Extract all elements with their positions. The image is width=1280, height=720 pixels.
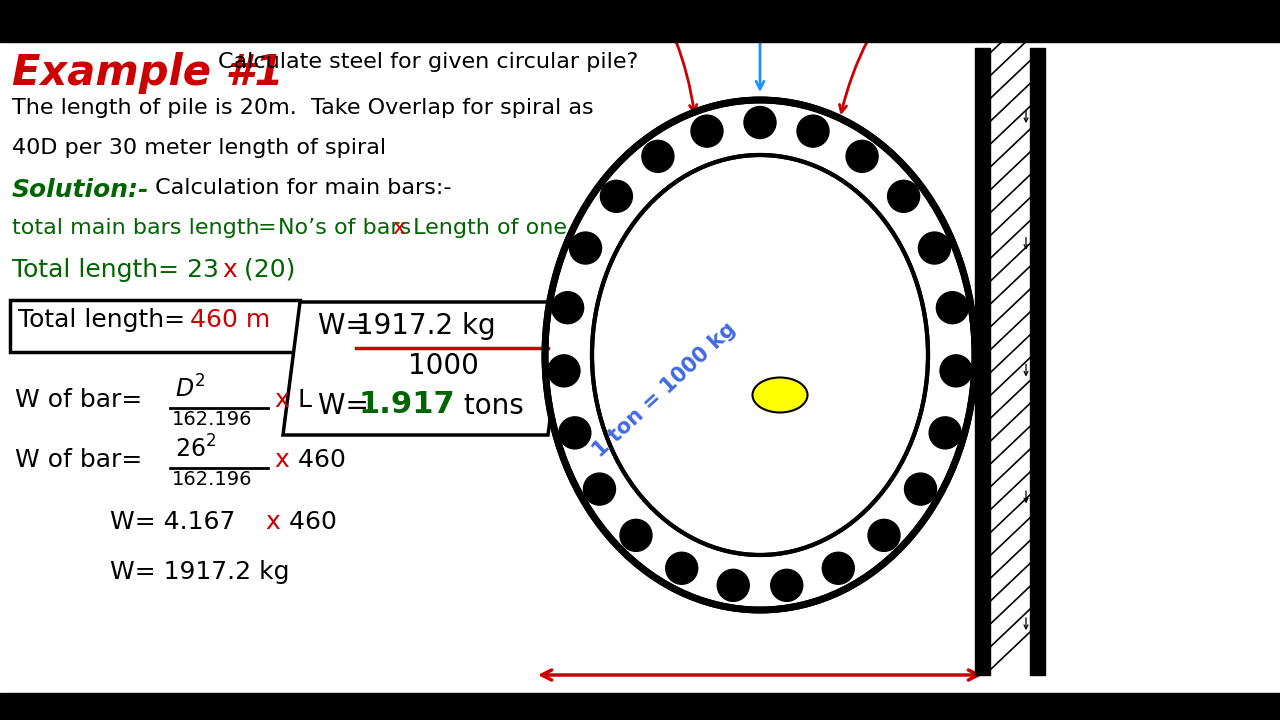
Text: 162.196: 162.196 <box>172 470 252 489</box>
Text: Solution:-: Solution:- <box>12 178 150 202</box>
Text: W=: W= <box>317 312 378 340</box>
Text: No’s of bars: No’s of bars <box>278 218 419 238</box>
Circle shape <box>822 552 854 584</box>
Text: 460: 460 <box>291 448 346 472</box>
Text: Calculation for main bars:-: Calculation for main bars:- <box>148 178 452 198</box>
Circle shape <box>641 140 673 172</box>
Circle shape <box>887 180 919 212</box>
Circle shape <box>548 355 580 387</box>
Text: 1m: 1m <box>741 693 780 717</box>
Circle shape <box>868 519 900 552</box>
Circle shape <box>919 232 951 264</box>
Text: W= 1917.2 kg: W= 1917.2 kg <box>110 560 289 584</box>
Text: total main bars length: total main bars length <box>12 218 266 238</box>
Circle shape <box>559 417 591 449</box>
Text: tons: tons <box>454 392 524 420</box>
Bar <box>0 693 1280 720</box>
Circle shape <box>552 292 584 324</box>
Text: 1 ton = 1000 kg: 1 ton = 1000 kg <box>590 319 740 461</box>
Text: 1.917: 1.917 <box>358 390 454 419</box>
Circle shape <box>600 180 632 212</box>
Text: $D^2$: $D^2$ <box>175 375 206 402</box>
Text: Length of one bar: Length of one bar <box>406 218 611 238</box>
Text: 5cm C.C: 5cm C.C <box>719 0 801 89</box>
Circle shape <box>771 570 803 601</box>
Circle shape <box>846 140 878 172</box>
Ellipse shape <box>545 100 975 610</box>
Circle shape <box>584 473 616 505</box>
Circle shape <box>691 115 723 147</box>
Circle shape <box>717 570 749 601</box>
Circle shape <box>570 232 602 264</box>
Text: 1917.2 kg: 1917.2 kg <box>356 312 495 340</box>
Circle shape <box>666 552 698 584</box>
Text: Calculate steel for given circular pile?: Calculate steel for given circular pile? <box>218 52 639 72</box>
Text: $26^2$: $26^2$ <box>175 435 216 462</box>
Text: x: x <box>274 388 289 412</box>
Text: W= 4.167: W= 4.167 <box>110 510 243 534</box>
Circle shape <box>940 355 972 387</box>
Text: x: x <box>392 218 406 238</box>
Bar <box>0 0 1280 42</box>
Text: Total length= 23: Total length= 23 <box>12 258 219 282</box>
Text: Total length=: Total length= <box>18 308 193 332</box>
Text: (20): (20) <box>236 258 296 282</box>
Text: W=: W= <box>317 392 378 420</box>
Circle shape <box>905 473 937 505</box>
Text: W of bar=: W of bar= <box>15 388 150 412</box>
Bar <box>1030 48 1044 675</box>
Text: =: = <box>259 218 284 238</box>
FancyBboxPatch shape <box>10 300 300 352</box>
Text: The length of pile is 20m.  Take Overlap for spiral as: The length of pile is 20m. Take Overlap … <box>12 98 594 118</box>
Text: 460: 460 <box>282 510 337 534</box>
Text: L: L <box>291 388 312 412</box>
Ellipse shape <box>753 377 808 413</box>
Circle shape <box>937 292 969 324</box>
Text: 26mm
@23
No’s: 26mm @23 No’s <box>586 0 696 112</box>
Text: 40D per 30 meter length of spiral: 40D per 30 meter length of spiral <box>12 138 387 158</box>
Circle shape <box>929 417 961 449</box>
Text: 162.196: 162.196 <box>172 410 252 429</box>
Bar <box>975 48 989 675</box>
Text: W of bar=: W of bar= <box>15 448 150 472</box>
Text: Example #1: Example #1 <box>12 52 283 94</box>
Text: x: x <box>221 258 237 282</box>
Circle shape <box>797 115 829 147</box>
Circle shape <box>620 519 652 552</box>
Text: x: x <box>274 448 289 472</box>
Text: 460 m: 460 m <box>189 308 270 332</box>
Circle shape <box>744 107 776 138</box>
Text: 1000: 1000 <box>408 352 479 380</box>
Text: 10mm with
15cm pitch: 10mm with 15cm pitch <box>840 0 986 112</box>
Polygon shape <box>283 302 564 435</box>
Text: x: x <box>265 510 280 534</box>
